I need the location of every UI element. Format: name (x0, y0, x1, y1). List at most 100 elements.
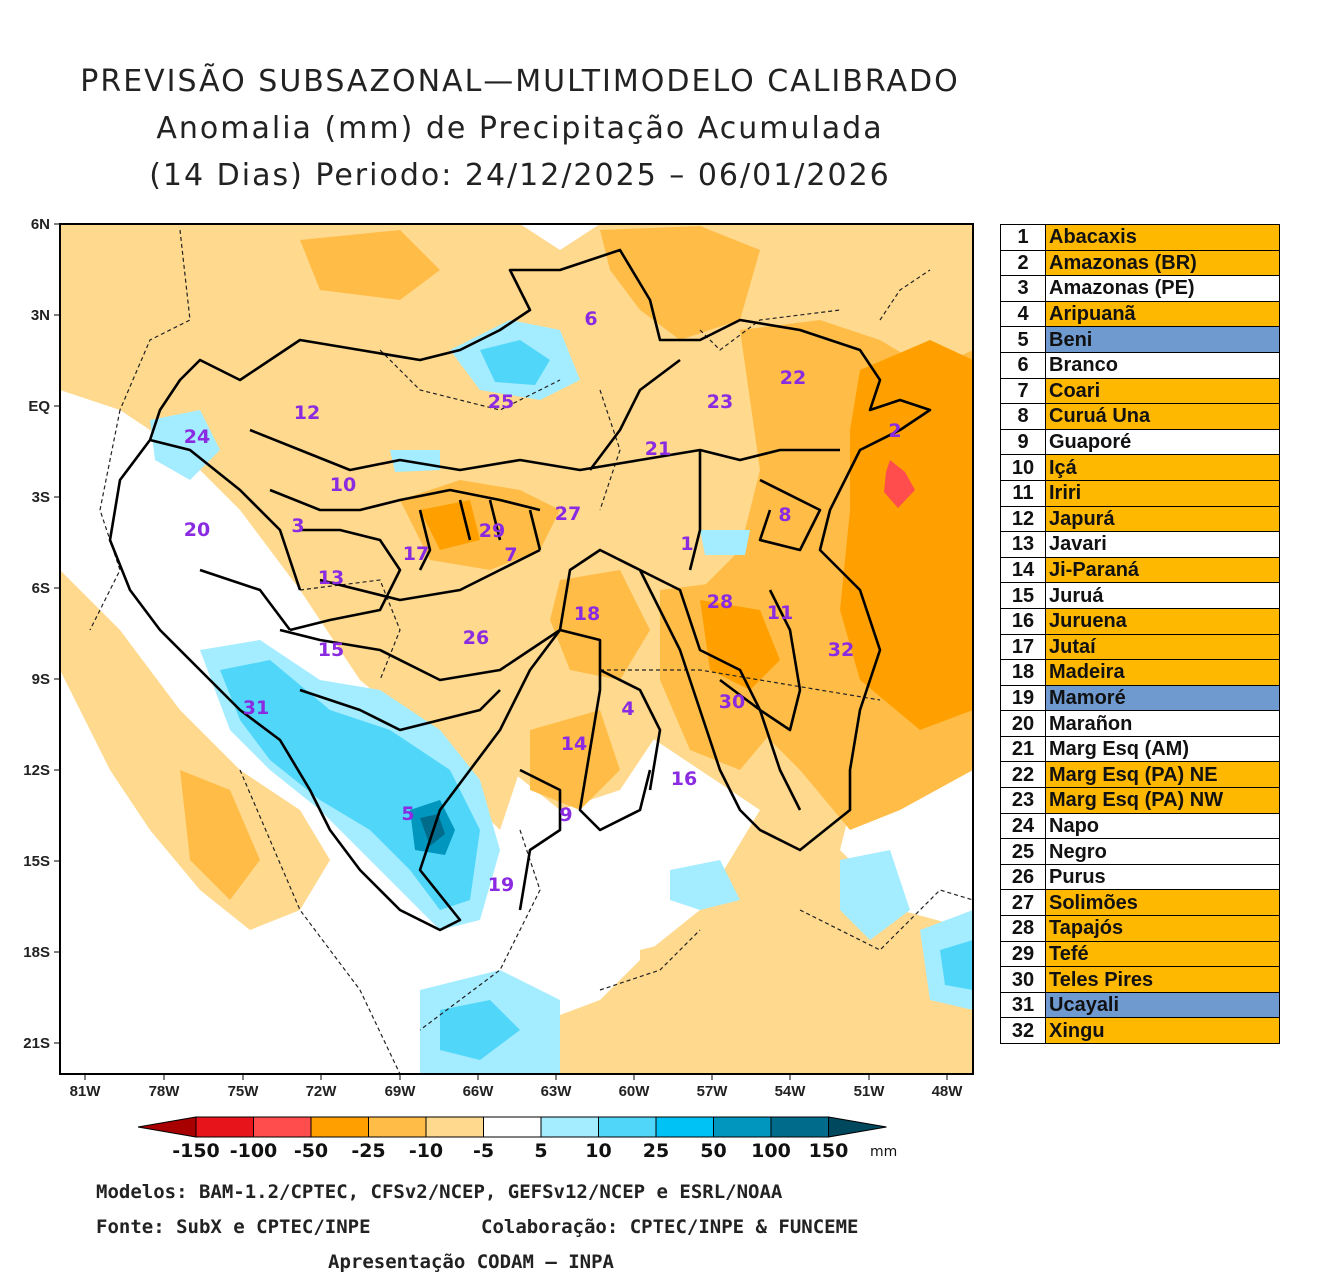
basin-label-28: 28 (707, 591, 733, 613)
legend-basin-name: Madeira (1045, 659, 1280, 686)
basin-label-14: 14 (561, 733, 587, 755)
anomaly-shading (60, 224, 973, 1074)
legend-row-22: 22 Marg Esq (PA) NE (1000, 761, 1280, 789)
legend-basin-name: Marañon (1045, 710, 1280, 737)
basin-label-22: 22 (780, 367, 806, 389)
colorbar-tick-label: -150 (172, 1140, 220, 1162)
legend-row-28: 28 Tapajós (1000, 915, 1280, 942)
legend-row-10: 10 Içá (1000, 454, 1280, 481)
legend-number: 28 (1000, 915, 1046, 942)
footer-collab: Colaboração: CPTEC/INPE & FUNCEME (481, 1216, 859, 1238)
colorbar-tick-label: -25 (351, 1140, 385, 1162)
legend-number: 10 (1000, 454, 1046, 481)
basin-labels: 1 2 3 4 5 6 7 8 9 10 11 12 13 14 15 16 1… (184, 308, 902, 896)
legend-row-18: 18 Madeira (1000, 659, 1280, 686)
basin-label-16: 16 (671, 768, 697, 790)
country-borders (89, 229, 973, 1074)
legend-number: 30 (1000, 966, 1046, 993)
lon-label-72w: 72W (306, 1083, 338, 1100)
colorbar-swatch (713, 1116, 772, 1138)
lon-label-48w: 48W (932, 1083, 964, 1100)
legend-number: 20 (1000, 710, 1046, 737)
legend-row-2: 2 Amazonas (BR) (1000, 249, 1280, 277)
colorbar-swatch (425, 1116, 484, 1138)
colorbar: -150 -100 -50 -25 -10 -5 5 10 25 50 100 150 mm (137, 1116, 897, 1162)
legend-row-8: 8 Curuá Una (1000, 403, 1280, 430)
legend-number: 24 (1000, 812, 1046, 840)
title-line-2: Anomalia (mm) de Precipitação Acumulada (156, 111, 884, 146)
legend-basin-name: Marg Esq (PA) NW (1045, 787, 1280, 814)
longitude-axis: 81W 78W 75W 72W 69W 66W 63W 60W 57W 54W … (70, 1074, 964, 1100)
colorbar-tick-label: -10 (409, 1140, 443, 1162)
colorbar-tick-label: 10 (585, 1140, 611, 1162)
basin-label-23: 23 (707, 391, 733, 413)
legend-basin-name: Juruá (1045, 582, 1280, 609)
legend-basin-name: Teles Pires (1045, 966, 1280, 993)
lat-label-15s: 15S (23, 853, 50, 870)
legend-number: 12 (1000, 505, 1046, 533)
basin-label-13: 13 (318, 567, 344, 589)
lon-label-60w: 60W (619, 1083, 651, 1100)
legend-row-21: 21 Marg Esq (AM) (1000, 735, 1280, 763)
basin-legend-table: 1 Abacaxis 2 Amazonas (BR) 3 Amazonas (PE) 4 Ar… (1000, 224, 1280, 1044)
legend-number: 14 (1000, 556, 1046, 584)
legend-number: 31 (1000, 991, 1046, 1019)
legend-row-4: 4 Aripuanã (1000, 300, 1280, 328)
legend-number: 26 (1000, 863, 1046, 891)
colorbar-swatch (137, 1116, 197, 1138)
legend-basin-name: Içá (1045, 454, 1280, 481)
basin-label-7: 7 (504, 544, 517, 566)
legend-row-14: 14 Ji-Paraná (1000, 556, 1280, 584)
legend-row-11: 11 Iriri (1000, 479, 1280, 507)
legend-number: 29 (1000, 940, 1046, 968)
legend-basin-name: Ucayali (1045, 991, 1280, 1019)
basin-label-11: 11 (767, 602, 793, 624)
colorbar-tick-label: -50 (294, 1140, 328, 1162)
lon-label-54w: 54W (775, 1083, 807, 1100)
legend-basin-name: Amazonas (PE) (1045, 275, 1280, 302)
legend-number: 5 (1000, 326, 1046, 353)
lat-label-12s: 12S (23, 762, 50, 779)
colorbar-tick-label: 100 (751, 1140, 791, 1162)
basin-label-31: 31 (243, 697, 269, 719)
legend-number: 13 (1000, 531, 1046, 558)
legend-number: 7 (1000, 377, 1046, 405)
colorbar-swatch (598, 1116, 657, 1138)
legend-row-13: 13 Javari (1000, 531, 1280, 558)
footer-source: Fonte: SubX e CPTEC/INPE (96, 1216, 371, 1238)
legend-number: 8 (1000, 403, 1046, 430)
legend-basin-name: Coari (1045, 377, 1280, 405)
colorbar-swatch (310, 1116, 369, 1138)
basin-label-18: 18 (574, 603, 600, 625)
legend-basin-name: Juruena (1045, 607, 1280, 635)
legend-basin-name: Tefé (1045, 940, 1280, 968)
legend-row-32: 32 Xingu (1000, 1017, 1280, 1044)
legend-row-19: 19 Mamoré (1000, 684, 1280, 712)
title-line-1: PREVISÃO SUBSAZONAL—MULTIMODELO CALIBRAD… (80, 64, 960, 99)
colorbar-tick-label: 50 (700, 1140, 726, 1162)
legend-basin-name: Aripuanã (1045, 300, 1280, 328)
legend-basin-name: Guaporé (1045, 428, 1280, 456)
basin-label-1: 1 (680, 533, 693, 555)
legend-row-24: 24 Napo (1000, 812, 1280, 840)
colorbar-tick-label: -100 (230, 1140, 278, 1162)
legend-basin-name: Tapajós (1045, 915, 1280, 942)
colorbar-swatch (483, 1116, 542, 1138)
lat-label-21s: 21S (23, 1035, 50, 1052)
legend-number: 15 (1000, 582, 1046, 609)
legend-number: 9 (1000, 428, 1046, 456)
legend-row-27: 27 Solimões (1000, 889, 1280, 917)
basin-label-5: 5 (401, 803, 414, 825)
basin-label-8: 8 (778, 504, 791, 526)
legend-row-15: 15 Juruá (1000, 582, 1280, 609)
legend-number: 18 (1000, 659, 1046, 686)
colorbar-swatch (253, 1116, 312, 1138)
legend-number: 11 (1000, 479, 1046, 507)
legend-basin-name: Xingu (1045, 1017, 1280, 1044)
legend-row-25: 25 Negro (1000, 838, 1280, 865)
basin-label-2: 2 (888, 420, 901, 442)
precipitation-anomaly-map: 6N 3N EQ 3S 6S 9S 12S 15S 18S 21S 81W 78… (23, 216, 974, 1100)
basin-label-27: 27 (555, 503, 581, 525)
footer-presentation: Apresentação CODAM – INPA (328, 1251, 614, 1273)
lat-label-3n: 3N (31, 307, 50, 324)
